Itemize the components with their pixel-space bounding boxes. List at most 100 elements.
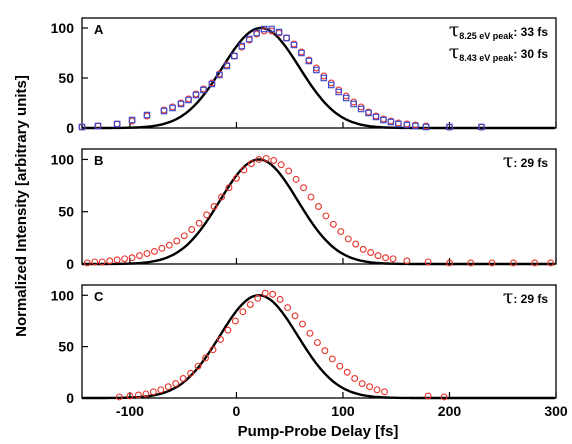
- data-point-circle: [202, 354, 210, 362]
- x-tick-label: 0: [233, 403, 241, 419]
- data-point-circle: [106, 257, 114, 265]
- data-point-circle: [135, 391, 142, 399]
- data-point-circle: [172, 380, 180, 388]
- data-point-square: [327, 81, 335, 89]
- data-point-square: [143, 111, 151, 119]
- data-point-circle: [424, 258, 432, 266]
- tau-value: : 30 fs: [513, 47, 548, 61]
- data-point-circle: [359, 245, 367, 253]
- data-point-circle: [285, 167, 293, 175]
- data-point-square: [275, 28, 283, 36]
- data-point-circle: [299, 320, 306, 328]
- data-point-circle: [350, 98, 358, 106]
- data-point-circle: [255, 156, 263, 163]
- data-point-circle: [358, 380, 366, 388]
- data-point-circle: [98, 258, 106, 266]
- data-point-circle: [91, 258, 99, 266]
- tau-annotation: τ8.25 eV peak: 33 fs: [449, 19, 549, 41]
- x-axis-title: Pump-Probe Delay [fs]: [238, 423, 399, 440]
- tau-value: : 29 fs: [513, 292, 548, 306]
- data-point-circle: [164, 383, 172, 391]
- data-point-circle: [343, 368, 351, 376]
- data-point-circle: [342, 92, 350, 100]
- data-point-circle: [261, 289, 269, 297]
- data-point-circle: [239, 308, 247, 316]
- y-tick-label: 50: [58, 70, 74, 86]
- data-point-circle: [337, 228, 345, 236]
- y-tick-label: 100: [51, 151, 75, 167]
- data-point-circle: [224, 326, 232, 334]
- fit-curve: [82, 158, 555, 266]
- data-point-square: [387, 118, 395, 126]
- data-point-square: [216, 71, 223, 79]
- tau-subscript: 8.25 eV peak: [459, 31, 514, 41]
- data-point-circle: [531, 259, 539, 267]
- x-tick-label: 300: [544, 403, 568, 419]
- data-point-circle: [344, 235, 352, 243]
- data-point-circle: [195, 219, 203, 227]
- y-tick-label: 100: [51, 287, 75, 303]
- data-point-circle: [142, 390, 150, 398]
- data-point-square: [365, 109, 372, 117]
- data-point-circle: [126, 392, 134, 400]
- data-point-circle: [351, 375, 359, 382]
- y-tick-label: 100: [51, 20, 75, 36]
- data-point-circle: [440, 393, 448, 401]
- data-point-circle: [336, 362, 344, 370]
- data-point-circle: [143, 250, 151, 257]
- data-point-square: [350, 100, 357, 108]
- tau-symbol: τ: [503, 286, 514, 308]
- data-point-square: [223, 62, 231, 70]
- data-point-circle: [381, 388, 388, 396]
- series-circles: [115, 289, 448, 401]
- data-point-circle: [321, 347, 329, 355]
- data-point-circle: [173, 237, 181, 245]
- y-tick-label: 0: [66, 120, 74, 136]
- series-circles: [83, 154, 555, 267]
- data-point-circle: [509, 259, 517, 267]
- tau-subscript: 8.43 eV peak: [459, 53, 514, 63]
- data-point-circle: [322, 212, 330, 220]
- data-point-circle: [83, 259, 91, 267]
- tau-value: : 29 fs: [513, 156, 548, 170]
- data-point-square: [192, 91, 200, 99]
- data-point-circle: [188, 226, 196, 233]
- data-point-circle: [307, 193, 315, 201]
- data-point-circle: [328, 355, 336, 363]
- data-point-circle: [157, 386, 165, 394]
- y-tick-label: 50: [58, 204, 74, 220]
- plot-frame: [81, 17, 557, 129]
- data-point-circle: [149, 388, 157, 396]
- data-point-circle: [315, 203, 322, 210]
- data-point-square: [128, 116, 136, 124]
- data-point-circle: [246, 301, 254, 308]
- data-point-circle: [210, 203, 218, 210]
- data-point-circle: [232, 174, 240, 182]
- data-point-circle: [187, 369, 195, 377]
- data-point-square: [422, 123, 430, 131]
- data-point-circle: [113, 120, 121, 128]
- data-point-circle: [327, 79, 335, 87]
- panel-label: C: [94, 289, 104, 304]
- data-point-square: [185, 96, 192, 104]
- data-point-square: [357, 105, 365, 113]
- data-point-circle: [276, 295, 284, 303]
- data-point-circle: [366, 383, 374, 391]
- x-tick-label: -100: [116, 403, 144, 419]
- data-point-square: [78, 123, 86, 131]
- data-point-circle: [313, 339, 321, 346]
- tau-annotation: τ: 29 fs: [503, 150, 549, 172]
- plot-frame: [81, 284, 557, 399]
- data-point-square: [200, 86, 207, 94]
- data-point-circle: [367, 249, 375, 256]
- data-point-square: [372, 113, 380, 121]
- tau-annotation: τ8.43 eV peak: 30 fs: [449, 41, 549, 63]
- x-tick-label: 100: [331, 403, 355, 419]
- data-point-square: [283, 34, 290, 42]
- data-point-square: [113, 120, 121, 128]
- data-point-circle: [113, 256, 121, 264]
- data-point-circle: [283, 34, 290, 42]
